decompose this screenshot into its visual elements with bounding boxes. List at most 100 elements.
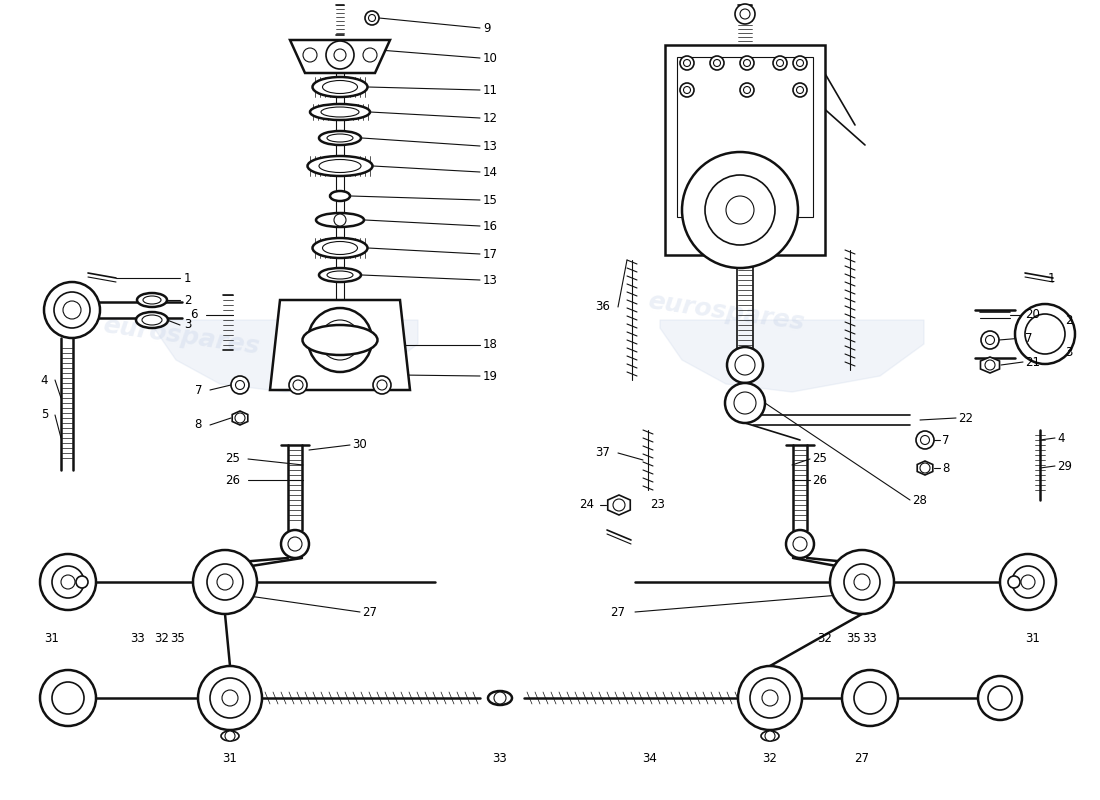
- Circle shape: [1021, 575, 1035, 589]
- Ellipse shape: [321, 107, 359, 117]
- Circle shape: [40, 670, 96, 726]
- Circle shape: [365, 11, 380, 25]
- Circle shape: [54, 292, 90, 328]
- Ellipse shape: [488, 691, 512, 705]
- Circle shape: [334, 214, 346, 226]
- Text: 7: 7: [1025, 331, 1033, 345]
- Circle shape: [916, 431, 934, 449]
- Circle shape: [986, 335, 994, 345]
- Ellipse shape: [316, 213, 364, 227]
- Circle shape: [1015, 304, 1075, 364]
- Text: 19: 19: [483, 370, 498, 382]
- Circle shape: [368, 14, 375, 22]
- Polygon shape: [980, 357, 1000, 373]
- Circle shape: [988, 686, 1012, 710]
- Text: 34: 34: [642, 751, 658, 765]
- Text: 26: 26: [812, 474, 827, 486]
- Text: 31: 31: [45, 631, 59, 645]
- Text: 27: 27: [610, 606, 625, 618]
- Circle shape: [235, 381, 244, 390]
- Circle shape: [786, 530, 814, 558]
- Text: 3: 3: [184, 318, 191, 331]
- Circle shape: [978, 676, 1022, 720]
- Polygon shape: [154, 320, 418, 392]
- Text: 7: 7: [942, 434, 949, 446]
- Ellipse shape: [310, 104, 370, 120]
- Circle shape: [326, 41, 354, 69]
- Circle shape: [734, 392, 756, 414]
- Circle shape: [744, 86, 750, 94]
- Text: 36: 36: [595, 301, 610, 314]
- Circle shape: [705, 175, 776, 245]
- Circle shape: [773, 56, 786, 70]
- Text: 28: 28: [912, 494, 927, 506]
- Ellipse shape: [76, 576, 88, 588]
- Text: 13: 13: [483, 139, 498, 153]
- Text: 18: 18: [483, 338, 498, 351]
- Circle shape: [63, 301, 81, 319]
- Circle shape: [735, 4, 755, 24]
- Polygon shape: [270, 300, 410, 390]
- Ellipse shape: [327, 134, 353, 142]
- Text: eurospares: eurospares: [646, 289, 806, 335]
- Circle shape: [796, 86, 803, 94]
- Text: 5: 5: [41, 409, 48, 422]
- Circle shape: [226, 731, 235, 741]
- Circle shape: [796, 59, 803, 66]
- Text: 33: 33: [862, 631, 878, 645]
- Text: 25: 25: [226, 453, 240, 466]
- Circle shape: [377, 380, 387, 390]
- Text: 23: 23: [650, 498, 664, 511]
- Circle shape: [682, 152, 798, 268]
- Text: 32: 32: [762, 751, 778, 765]
- Text: 4: 4: [41, 374, 48, 386]
- Circle shape: [738, 666, 802, 730]
- Text: 20: 20: [1025, 309, 1040, 322]
- Text: 32: 32: [817, 631, 833, 645]
- Circle shape: [854, 574, 870, 590]
- Ellipse shape: [319, 131, 361, 145]
- Text: 25: 25: [812, 453, 827, 466]
- Circle shape: [235, 413, 245, 423]
- Text: 21: 21: [1025, 355, 1040, 369]
- Circle shape: [308, 308, 372, 372]
- Text: 10: 10: [483, 51, 498, 65]
- Circle shape: [683, 86, 691, 94]
- Circle shape: [793, 56, 807, 70]
- Circle shape: [52, 682, 84, 714]
- Text: 17: 17: [483, 247, 498, 261]
- Circle shape: [842, 670, 898, 726]
- Ellipse shape: [143, 296, 161, 304]
- Circle shape: [613, 499, 625, 511]
- Text: eurospares: eurospares: [101, 313, 262, 359]
- Circle shape: [334, 49, 346, 61]
- Text: 37: 37: [595, 446, 610, 459]
- Ellipse shape: [1008, 576, 1020, 588]
- Circle shape: [714, 59, 720, 66]
- Circle shape: [830, 550, 894, 614]
- Circle shape: [1000, 554, 1056, 610]
- Circle shape: [854, 682, 886, 714]
- Circle shape: [494, 692, 506, 704]
- Circle shape: [1026, 306, 1054, 334]
- Text: 6: 6: [190, 309, 198, 322]
- Circle shape: [740, 56, 754, 70]
- Bar: [676, 57, 813, 217]
- Text: 12: 12: [483, 111, 498, 125]
- Circle shape: [302, 48, 317, 62]
- Circle shape: [44, 282, 100, 338]
- Ellipse shape: [138, 293, 167, 307]
- Ellipse shape: [1025, 344, 1055, 360]
- Circle shape: [40, 554, 96, 610]
- Text: 31: 31: [222, 751, 238, 765]
- Circle shape: [750, 678, 790, 718]
- Text: 1: 1: [1048, 271, 1056, 285]
- Circle shape: [710, 56, 724, 70]
- Text: 2: 2: [1065, 314, 1072, 326]
- Text: 16: 16: [483, 219, 498, 233]
- Circle shape: [726, 196, 754, 224]
- Text: 1: 1: [184, 271, 191, 285]
- Ellipse shape: [312, 238, 367, 258]
- Circle shape: [762, 690, 778, 706]
- Circle shape: [844, 564, 880, 600]
